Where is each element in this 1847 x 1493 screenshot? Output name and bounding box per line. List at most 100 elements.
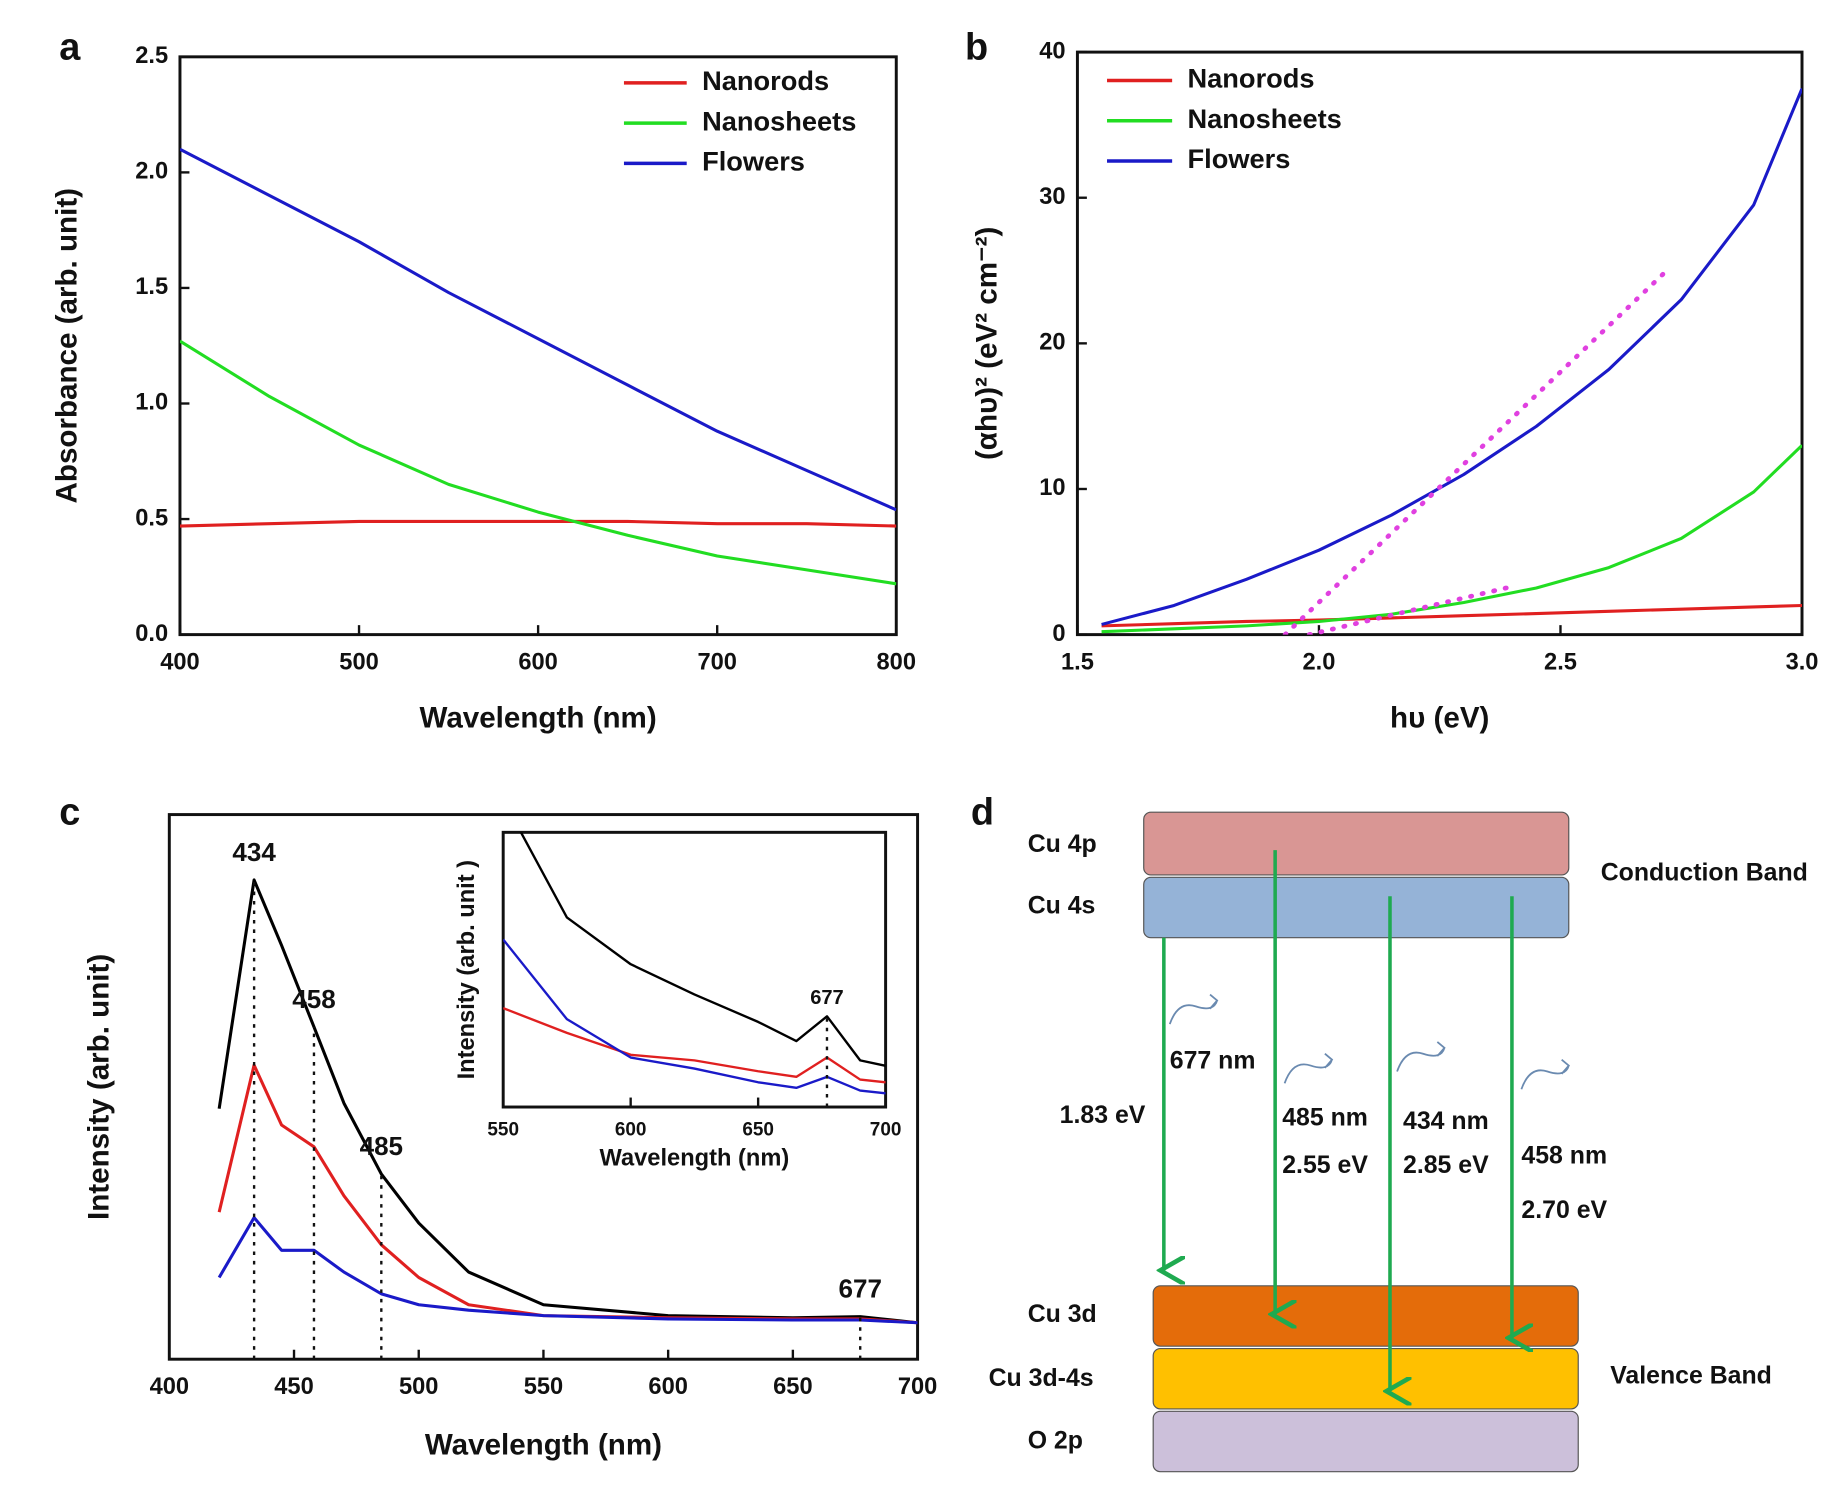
x-tick-label: 500 — [339, 649, 378, 675]
x-tick-label: 500 — [399, 1374, 438, 1400]
peak-label: 458 — [292, 984, 335, 1014]
band — [1152, 1410, 1579, 1473]
emission-icon — [1396, 1041, 1446, 1072]
band-label: Cu 4p — [1028, 830, 1097, 858]
chart: b 1.5 2.0 2.5 3.0 0 10 20 30 40 hυ (eV) (αhυ)² (eV²… — [965, 27, 1819, 735]
plot-area — [503, 832, 886, 1095]
band-label: O 2p — [1028, 1427, 1083, 1455]
y-axis-label: (αhυ)² (eV² cm⁻²) — [970, 227, 1003, 460]
x-tick-label: 550 — [487, 1120, 519, 1141]
x-tick-label: 550 — [524, 1374, 563, 1400]
band-label: Cu 3d-4s — [989, 1364, 1094, 1392]
peak-label: 677 — [810, 987, 844, 1009]
x-tick-label: 450 — [274, 1374, 313, 1400]
legend-label: Nanorods — [1188, 63, 1315, 94]
transition-energy: 1.83 eV — [1060, 1101, 1146, 1129]
y-tick-label: 0 — [1052, 621, 1065, 647]
chart: a 400 500 600 700 800 0.0 0.5 1.0 1.5 2.0 2.5 Wavele… — [50, 27, 916, 735]
x-axis-label: Wavelength (nm) — [425, 1429, 662, 1462]
peak-label: 434 — [232, 837, 276, 867]
y-tick-label: 2.5 — [135, 43, 168, 69]
transition-energy: 2.55 eV — [1282, 1151, 1368, 1179]
data-line — [1101, 444, 1803, 634]
band-label: Cu 4s — [1028, 891, 1096, 919]
data-line — [179, 147, 897, 512]
band-diagram: d Cu 4p Cu 4s Cu 3d Cu 3d-4s O 2p Conduc… — [971, 792, 1808, 1473]
data-line — [179, 519, 897, 528]
emission-icon — [1168, 993, 1219, 1025]
y-tick-label: 40 — [1039, 38, 1065, 64]
x-tick-label: 600 — [648, 1374, 687, 1400]
transition-energy: 2.85 eV — [1403, 1151, 1489, 1179]
panel-label: d — [971, 792, 994, 834]
band — [1152, 1285, 1579, 1347]
x-tick-label: 800 — [877, 649, 916, 675]
y-tick-label: 10 — [1039, 475, 1065, 501]
band-group-label: Conduction Band — [1601, 858, 1808, 886]
transition-wavelength: 677 nm — [1170, 1047, 1256, 1075]
transition-wavelength: 485 nm — [1282, 1103, 1368, 1131]
fit-line — [1282, 268, 1670, 635]
transition-wavelength: 434 nm — [1403, 1107, 1489, 1135]
y-tick-label: 0.5 — [135, 505, 168, 531]
y-axis-label: Absorbance (arb. unit) — [50, 188, 83, 504]
x-tick-label: 2.0 — [1303, 649, 1336, 675]
x-tick-label: 700 — [898, 1374, 937, 1400]
y-tick-label: 1.0 — [135, 390, 168, 416]
legend-label: Nanosheets — [1188, 103, 1342, 134]
y-tick-label: 1.5 — [135, 274, 168, 300]
y-axis-label: Intensity (arb. unit ) — [454, 860, 480, 1079]
y-tick-label: 30 — [1039, 184, 1065, 210]
plot-area — [217, 878, 918, 1325]
x-tick-label: 700 — [870, 1120, 902, 1141]
x-tick-label: 650 — [773, 1374, 812, 1400]
panel-label: a — [59, 27, 81, 69]
plot-area — [1101, 87, 1803, 635]
data-line — [1101, 603, 1803, 628]
plot-area — [179, 147, 897, 586]
plot-frame — [178, 55, 898, 637]
y-tick-label: 20 — [1039, 330, 1065, 356]
band — [1152, 1347, 1579, 1410]
data-line — [503, 938, 886, 1095]
peak-label: 677 — [838, 1274, 881, 1304]
legend-label: Flowers — [702, 146, 805, 177]
band — [1143, 811, 1570, 876]
panel-label: c — [59, 792, 80, 834]
plot-frame — [1075, 50, 1804, 637]
x-tick-label: 1.5 — [1061, 649, 1094, 675]
x-tick-label: 600 — [518, 649, 557, 675]
emission-icon — [1283, 1053, 1334, 1084]
band-label: Cu 3d — [1028, 1300, 1097, 1328]
band-group-label: Valence Band — [1610, 1362, 1772, 1390]
x-axis-label: Wavelength (nm) — [420, 702, 657, 735]
peak-label: 485 — [360, 1131, 403, 1161]
legend-label: Nanosheets — [702, 105, 856, 136]
data-line — [519, 832, 886, 1067]
x-tick-label: 2.5 — [1544, 649, 1577, 675]
legend-label: Flowers — [1188, 143, 1291, 174]
y-tick-label: 2.0 — [135, 159, 168, 185]
panel-label: b — [965, 27, 988, 69]
x-axis-label: Wavelength (nm) — [600, 1145, 790, 1171]
y-tick-label: 0.0 — [135, 621, 168, 647]
data-line — [503, 1007, 886, 1084]
plot-frame — [501, 830, 888, 1109]
x-tick-label: 600 — [615, 1120, 647, 1141]
y-axis-label: Intensity (arb. unit) — [82, 954, 115, 1220]
x-tick-label: 650 — [742, 1120, 774, 1141]
legend-label: Nanorods — [702, 65, 829, 96]
transition-energy: 2.70 eV — [1521, 1196, 1607, 1224]
data-line — [179, 339, 897, 586]
x-axis-label: hυ (eV) — [1390, 702, 1489, 735]
chart: 550 600 650 700 Wavelength (nm) Intensity (ar… — [454, 830, 902, 1171]
x-tick-label: 400 — [160, 649, 199, 675]
transition-wavelength: 458 nm — [1521, 1141, 1607, 1169]
x-tick-label: 400 — [150, 1374, 189, 1400]
emission-icon — [1520, 1058, 1571, 1090]
x-tick-label: 3.0 — [1786, 649, 1819, 675]
data-line — [217, 1216, 918, 1325]
fit-line — [1306, 584, 1515, 635]
